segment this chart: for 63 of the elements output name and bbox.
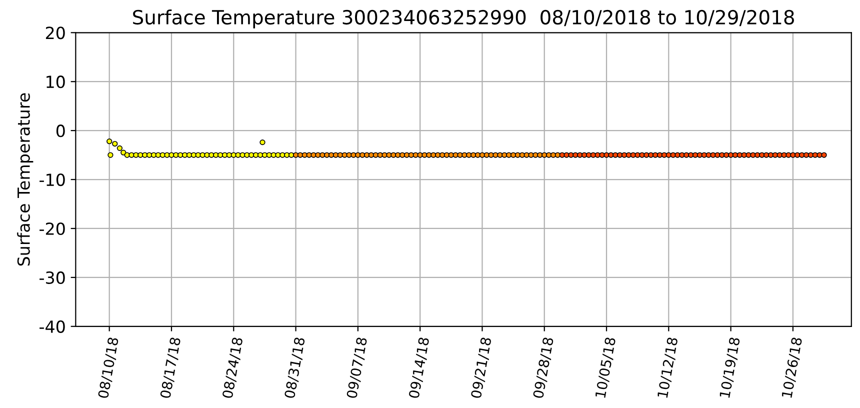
point	[248, 152, 254, 158]
y-tick-label: -30	[40, 271, 65, 284]
point	[430, 152, 436, 158]
y-tick-label: -10	[40, 173, 65, 186]
point	[377, 152, 383, 158]
point	[360, 152, 366, 158]
point	[484, 152, 490, 158]
y-axis-title: Surface Temperature	[17, 93, 34, 266]
point	[594, 152, 600, 158]
point	[116, 145, 123, 152]
point	[120, 150, 126, 156]
x-tick-label: 08/10/18	[98, 337, 120, 399]
point	[688, 152, 694, 158]
x-tick-label: 09/07/18	[346, 337, 368, 399]
point	[612, 152, 618, 158]
x-tick-label: 09/21/18	[470, 337, 493, 399]
point	[230, 152, 236, 158]
point	[630, 152, 636, 158]
chart-title: Surface Temperature 300234063252990 08/10/2018 to 10/29/2018	[133, 10, 794, 28]
point	[260, 139, 266, 146]
y-tick-label: -20	[40, 222, 65, 236]
x-tick-label: 09/28/18	[532, 337, 555, 399]
point	[108, 152, 114, 158]
x-tick-label: 09/14/18	[408, 337, 430, 399]
point	[448, 152, 454, 158]
x-tick-label: 08/31/18	[284, 337, 306, 399]
x-tick-label: 10/05/18	[594, 337, 617, 398]
x-tick-label: 10/19/18	[719, 337, 742, 398]
point	[195, 152, 201, 158]
x-tick-label: 10/12/18	[657, 337, 679, 398]
x-tick-label: 08/24/18	[222, 337, 244, 399]
point	[395, 152, 401, 158]
point	[519, 152, 525, 158]
y-tick-label: -40	[40, 320, 65, 333]
point	[759, 152, 765, 158]
y-tick-label: 10	[46, 76, 65, 88]
point	[724, 152, 730, 158]
point	[266, 152, 272, 158]
point	[155, 152, 161, 158]
y-tick-label: 0	[56, 124, 65, 138]
point	[701, 152, 707, 158]
point	[506, 152, 512, 158]
point	[821, 152, 827, 158]
point	[741, 152, 747, 158]
point	[577, 152, 583, 158]
point	[324, 152, 330, 158]
point	[776, 152, 782, 158]
point	[542, 152, 548, 158]
point	[142, 152, 148, 158]
point	[812, 152, 818, 158]
point	[412, 152, 418, 158]
point	[178, 152, 184, 158]
point	[337, 152, 343, 158]
point	[302, 152, 308, 158]
x-tick-label: 08/17/18	[160, 337, 182, 399]
point	[794, 152, 800, 158]
point	[112, 140, 118, 147]
point	[666, 152, 672, 158]
point	[106, 138, 112, 144]
y-tick-label: 20	[46, 26, 65, 40]
point	[559, 152, 565, 158]
x-tick-label: 10/26/18	[781, 337, 804, 398]
point	[213, 152, 219, 158]
